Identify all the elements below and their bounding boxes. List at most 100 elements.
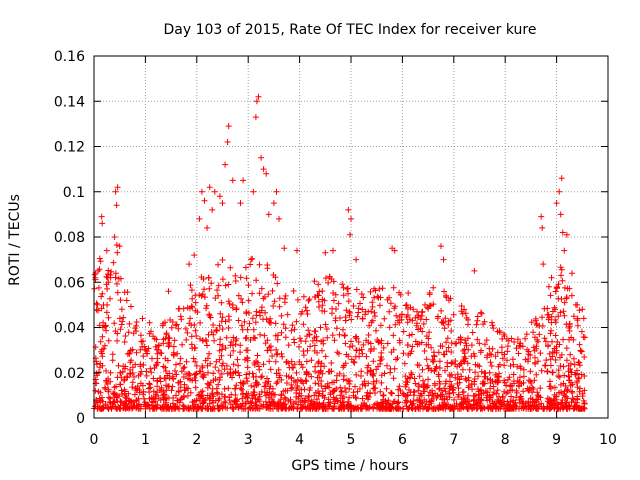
data-point bbox=[267, 366, 274, 373]
data-point bbox=[436, 358, 443, 365]
data-point bbox=[448, 328, 455, 334]
data-point bbox=[99, 346, 105, 353]
data-point bbox=[216, 341, 223, 348]
data-point bbox=[186, 372, 193, 379]
data-point bbox=[184, 304, 191, 311]
data-point bbox=[415, 381, 422, 388]
data-point bbox=[107, 369, 114, 376]
data-point bbox=[232, 398, 239, 405]
data-point bbox=[354, 313, 361, 320]
data-point bbox=[528, 319, 535, 326]
data-point bbox=[559, 229, 566, 236]
data-point bbox=[122, 404, 129, 411]
data-point bbox=[555, 367, 562, 374]
data-point bbox=[147, 365, 154, 372]
data-point bbox=[244, 354, 251, 361]
data-point bbox=[191, 252, 198, 259]
data-point bbox=[283, 372, 290, 379]
data-point bbox=[207, 395, 214, 402]
data-point bbox=[359, 395, 366, 402]
data-point bbox=[239, 299, 246, 306]
data-point bbox=[311, 342, 318, 349]
data-point bbox=[464, 405, 471, 412]
data-point bbox=[559, 277, 566, 284]
data-point bbox=[333, 395, 340, 402]
data-point bbox=[416, 340, 423, 347]
data-point bbox=[432, 365, 439, 372]
data-point bbox=[426, 329, 433, 336]
data-point bbox=[421, 348, 428, 354]
data-point bbox=[182, 325, 189, 332]
data-point bbox=[340, 284, 347, 291]
data-point bbox=[367, 348, 374, 354]
data-point bbox=[291, 326, 298, 333]
data-point bbox=[392, 321, 399, 328]
data-point bbox=[193, 362, 200, 369]
data-point bbox=[137, 346, 144, 353]
data-point bbox=[304, 347, 311, 354]
data-point bbox=[470, 397, 477, 404]
data-point bbox=[187, 282, 194, 289]
data-point bbox=[114, 280, 120, 287]
data-point bbox=[487, 359, 494, 366]
data-point bbox=[552, 332, 559, 339]
data-point bbox=[315, 281, 322, 288]
data-point bbox=[438, 307, 445, 314]
data-point bbox=[552, 316, 559, 323]
data-point bbox=[261, 383, 268, 390]
data-point bbox=[345, 298, 352, 305]
y-tick-label: 0.16 bbox=[54, 49, 85, 65]
data-point bbox=[291, 400, 297, 407]
data-point bbox=[418, 309, 425, 316]
data-point bbox=[276, 303, 283, 310]
data-point bbox=[235, 362, 242, 369]
data-point bbox=[188, 303, 195, 310]
data-point bbox=[343, 307, 350, 314]
data-point bbox=[391, 398, 398, 405]
data-point bbox=[121, 339, 128, 345]
data-point bbox=[132, 361, 139, 368]
data-point bbox=[372, 385, 379, 391]
data-point bbox=[448, 349, 455, 355]
data-point bbox=[107, 399, 114, 406]
data-point bbox=[346, 381, 353, 387]
data-point bbox=[98, 305, 105, 312]
data-point bbox=[229, 404, 236, 411]
data-point bbox=[447, 373, 454, 380]
data-point bbox=[421, 388, 428, 395]
data-point bbox=[414, 403, 421, 410]
data-point bbox=[537, 350, 544, 357]
data-point bbox=[332, 317, 339, 324]
data-point bbox=[525, 358, 531, 365]
data-point bbox=[190, 355, 197, 362]
data-point bbox=[340, 393, 347, 400]
data-point bbox=[312, 380, 319, 387]
data-point bbox=[173, 361, 179, 368]
data-point bbox=[419, 328, 426, 335]
data-point bbox=[285, 405, 292, 412]
data-point bbox=[547, 362, 554, 369]
data-point bbox=[211, 337, 218, 344]
data-point bbox=[561, 299, 568, 306]
data-point bbox=[390, 284, 397, 291]
data-point bbox=[99, 290, 106, 297]
data-point bbox=[201, 286, 208, 293]
data-point bbox=[395, 392, 402, 399]
data-point bbox=[504, 348, 511, 355]
data-point bbox=[524, 385, 531, 392]
data-point bbox=[458, 303, 465, 309]
data-point bbox=[165, 288, 172, 295]
data-point bbox=[498, 344, 505, 351]
data-point bbox=[406, 332, 413, 339]
data-point bbox=[270, 272, 277, 278]
data-point bbox=[404, 305, 411, 312]
data-point bbox=[290, 288, 297, 294]
data-point bbox=[547, 383, 554, 390]
data-point bbox=[394, 405, 400, 412]
data-point bbox=[161, 391, 168, 398]
data-point bbox=[566, 373, 573, 380]
data-point bbox=[230, 347, 237, 354]
data-point bbox=[276, 295, 283, 302]
data-point bbox=[253, 308, 260, 315]
data-point bbox=[441, 288, 448, 295]
